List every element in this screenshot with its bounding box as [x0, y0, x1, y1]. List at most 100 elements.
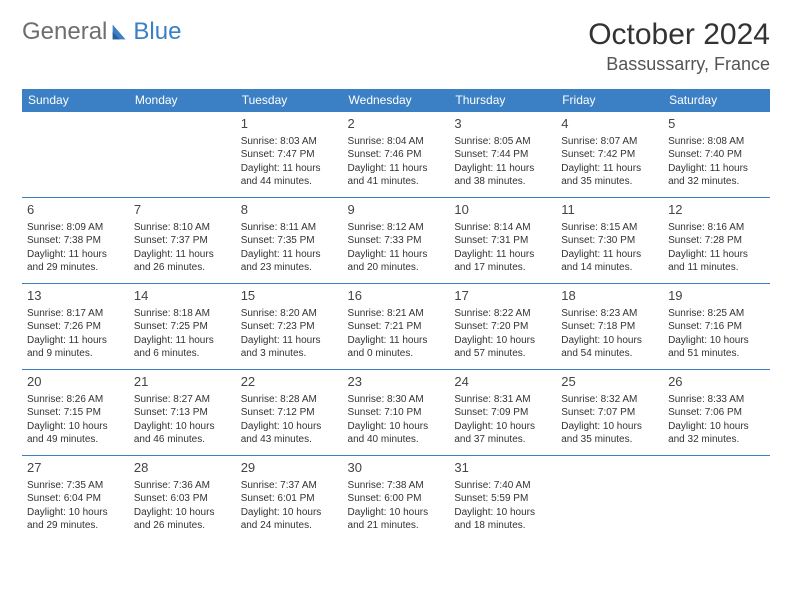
daylight-line: Daylight: 10 hours and 21 minutes. [348, 506, 445, 533]
day-number: 27 [27, 459, 124, 477]
sunset-line: Sunset: 7:07 PM [561, 406, 658, 420]
day-number: 20 [27, 373, 124, 391]
sunset-line: Sunset: 7:47 PM [241, 148, 338, 162]
calendar-cell: 27Sunrise: 7:35 AMSunset: 6:04 PMDayligh… [22, 456, 129, 542]
sunset-line: Sunset: 7:12 PM [241, 406, 338, 420]
calendar-row: 13Sunrise: 8:17 AMSunset: 7:26 PMDayligh… [22, 284, 770, 370]
sunset-line: Sunset: 7:42 PM [561, 148, 658, 162]
daylight-line: Daylight: 10 hours and 54 minutes. [561, 334, 658, 361]
day-number: 18 [561, 287, 658, 305]
sunrise-line: Sunrise: 8:26 AM [27, 393, 124, 407]
location-subtitle: Bassussarry, France [588, 54, 770, 75]
calendar-cell: 13Sunrise: 8:17 AMSunset: 7:26 PMDayligh… [22, 284, 129, 370]
sunrise-line: Sunrise: 7:35 AM [27, 479, 124, 493]
calendar-cell: 3Sunrise: 8:05 AMSunset: 7:44 PMDaylight… [449, 112, 556, 198]
calendar-cell: 5Sunrise: 8:08 AMSunset: 7:40 PMDaylight… [663, 112, 770, 198]
day-number: 9 [348, 201, 445, 219]
title-block: October 2024 Bassussarry, France [588, 18, 770, 75]
sunrise-line: Sunrise: 8:05 AM [454, 135, 551, 149]
daylight-line: Daylight: 10 hours and 46 minutes. [134, 420, 231, 447]
day-number: 5 [668, 115, 765, 133]
brand-word-2: Blue [133, 18, 181, 46]
day-number: 1 [241, 115, 338, 133]
calendar-cell: 6Sunrise: 8:09 AMSunset: 7:38 PMDaylight… [22, 198, 129, 284]
sunrise-line: Sunrise: 8:07 AM [561, 135, 658, 149]
calendar-cell: 15Sunrise: 8:20 AMSunset: 7:23 PMDayligh… [236, 284, 343, 370]
calendar-cell: 31Sunrise: 7:40 AMSunset: 5:59 PMDayligh… [449, 456, 556, 542]
daylight-line: Daylight: 11 hours and 23 minutes. [241, 248, 338, 275]
sunset-line: Sunset: 7:40 PM [668, 148, 765, 162]
sunset-line: Sunset: 7:46 PM [348, 148, 445, 162]
daylight-line: Daylight: 11 hours and 3 minutes. [241, 334, 338, 361]
sunset-line: Sunset: 6:04 PM [27, 492, 124, 506]
sunset-line: Sunset: 7:20 PM [454, 320, 551, 334]
sunrise-line: Sunrise: 7:38 AM [348, 479, 445, 493]
header: General Blue October 2024 Bassussarry, F… [22, 18, 770, 75]
day-number: 23 [348, 373, 445, 391]
sunrise-line: Sunrise: 8:21 AM [348, 307, 445, 321]
calendar-cell: 1Sunrise: 8:03 AMSunset: 7:47 PMDaylight… [236, 112, 343, 198]
day-number: 19 [668, 287, 765, 305]
day-number: 13 [27, 287, 124, 305]
daylight-line: Daylight: 11 hours and 44 minutes. [241, 162, 338, 189]
day-number: 14 [134, 287, 231, 305]
sunset-line: Sunset: 7:35 PM [241, 234, 338, 248]
calendar-cell: 2Sunrise: 8:04 AMSunset: 7:46 PMDaylight… [343, 112, 450, 198]
sunset-line: Sunset: 7:18 PM [561, 320, 658, 334]
calendar-cell-empty [129, 112, 236, 198]
calendar-cell: 21Sunrise: 8:27 AMSunset: 7:13 PMDayligh… [129, 370, 236, 456]
day-number: 2 [348, 115, 445, 133]
sunrise-line: Sunrise: 8:09 AM [27, 221, 124, 235]
brand-word-1: General [22, 18, 107, 46]
day-number: 31 [454, 459, 551, 477]
calendar-cell: 10Sunrise: 8:14 AMSunset: 7:31 PMDayligh… [449, 198, 556, 284]
calendar-cell: 29Sunrise: 7:37 AMSunset: 6:01 PMDayligh… [236, 456, 343, 542]
calendar-cell: 30Sunrise: 7:38 AMSunset: 6:00 PMDayligh… [343, 456, 450, 542]
sunset-line: Sunset: 7:33 PM [348, 234, 445, 248]
daylight-line: Daylight: 10 hours and 51 minutes. [668, 334, 765, 361]
sunrise-line: Sunrise: 8:33 AM [668, 393, 765, 407]
sunrise-line: Sunrise: 8:22 AM [454, 307, 551, 321]
day-number: 29 [241, 459, 338, 477]
sunset-line: Sunset: 7:38 PM [27, 234, 124, 248]
daylight-line: Daylight: 11 hours and 9 minutes. [27, 334, 124, 361]
sunrise-line: Sunrise: 8:17 AM [27, 307, 124, 321]
sunset-line: Sunset: 6:01 PM [241, 492, 338, 506]
day-number: 4 [561, 115, 658, 133]
weekday-header-row: SundayMondayTuesdayWednesdayThursdayFrid… [22, 89, 770, 112]
sunset-line: Sunset: 7:28 PM [668, 234, 765, 248]
day-number: 10 [454, 201, 551, 219]
sunset-line: Sunset: 7:09 PM [454, 406, 551, 420]
weekday-header: Tuesday [236, 89, 343, 112]
daylight-line: Daylight: 11 hours and 11 minutes. [668, 248, 765, 275]
daylight-line: Daylight: 11 hours and 29 minutes. [27, 248, 124, 275]
daylight-line: Daylight: 11 hours and 41 minutes. [348, 162, 445, 189]
sunset-line: Sunset: 7:13 PM [134, 406, 231, 420]
day-number: 16 [348, 287, 445, 305]
day-number: 26 [668, 373, 765, 391]
calendar-cell: 19Sunrise: 8:25 AMSunset: 7:16 PMDayligh… [663, 284, 770, 370]
daylight-line: Daylight: 11 hours and 17 minutes. [454, 248, 551, 275]
weekday-header: Monday [129, 89, 236, 112]
calendar-row: 6Sunrise: 8:09 AMSunset: 7:38 PMDaylight… [22, 198, 770, 284]
day-number: 15 [241, 287, 338, 305]
daylight-line: Daylight: 11 hours and 14 minutes. [561, 248, 658, 275]
sunrise-line: Sunrise: 8:23 AM [561, 307, 658, 321]
weekday-header: Sunday [22, 89, 129, 112]
day-number: 25 [561, 373, 658, 391]
sunrise-line: Sunrise: 8:28 AM [241, 393, 338, 407]
sunrise-line: Sunrise: 8:12 AM [348, 221, 445, 235]
calendar-cell: 22Sunrise: 8:28 AMSunset: 7:12 PMDayligh… [236, 370, 343, 456]
day-number: 8 [241, 201, 338, 219]
day-number: 7 [134, 201, 231, 219]
daylight-line: Daylight: 11 hours and 20 minutes. [348, 248, 445, 275]
day-number: 24 [454, 373, 551, 391]
daylight-line: Daylight: 11 hours and 26 minutes. [134, 248, 231, 275]
sunrise-line: Sunrise: 8:31 AM [454, 393, 551, 407]
sunrise-line: Sunrise: 7:36 AM [134, 479, 231, 493]
calendar-cell: 24Sunrise: 8:31 AMSunset: 7:09 PMDayligh… [449, 370, 556, 456]
calendar-cell: 8Sunrise: 8:11 AMSunset: 7:35 PMDaylight… [236, 198, 343, 284]
calendar-cell: 11Sunrise: 8:15 AMSunset: 7:30 PMDayligh… [556, 198, 663, 284]
calendar-cell: 20Sunrise: 8:26 AMSunset: 7:15 PMDayligh… [22, 370, 129, 456]
day-number: 21 [134, 373, 231, 391]
